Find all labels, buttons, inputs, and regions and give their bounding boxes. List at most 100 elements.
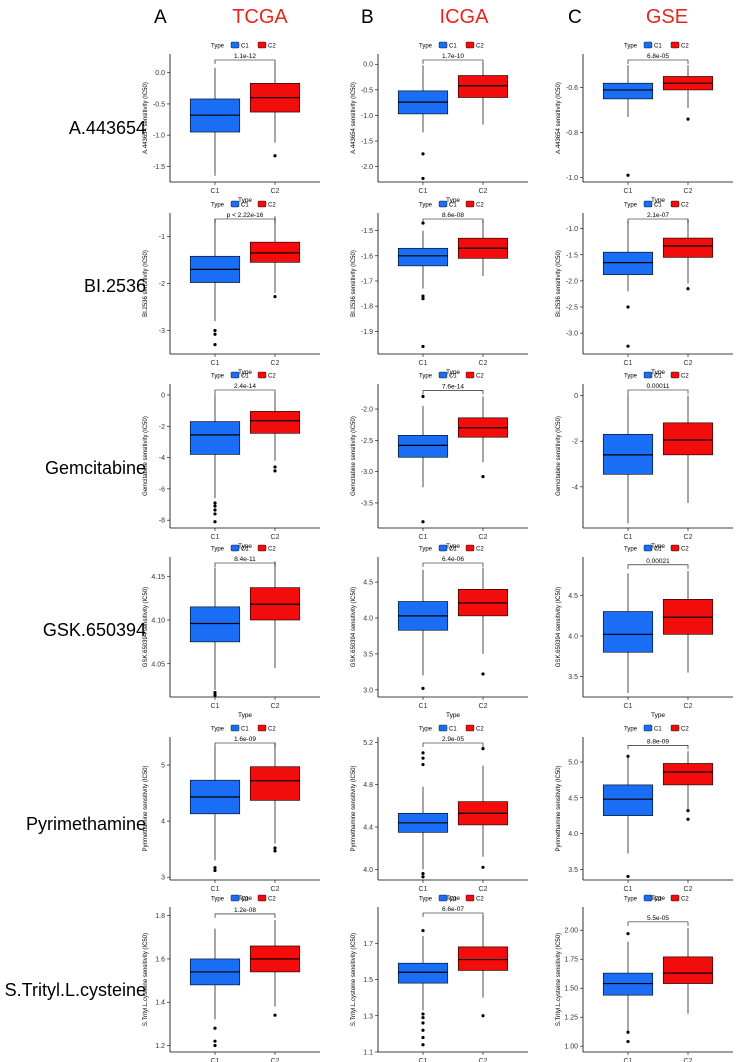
outlier-point — [273, 295, 277, 299]
panel-r5-c1: Type C1 C21.71.51.31.1S.Trityl.L.cysteine … — [351, 894, 528, 1062]
significance-bracket — [214, 913, 276, 918]
legend-title: Type — [624, 727, 638, 733]
legend-title: Type — [211, 203, 225, 209]
x-axis-label: Type — [651, 197, 665, 204]
legend-label: C2 — [681, 547, 689, 553]
y-tick-label: 0 — [574, 393, 578, 400]
legend: Type C1 C2 — [211, 371, 276, 380]
y-tick-label: -0.8 — [566, 130, 578, 137]
legend-swatch-c2 — [465, 894, 475, 902]
legend-title: Type — [624, 547, 638, 553]
significance-bracket — [627, 921, 689, 926]
box-body — [397, 435, 449, 458]
y-tick-label: 4.0 — [363, 616, 373, 623]
box-body — [602, 784, 654, 816]
y-tick-label: 3 — [161, 875, 165, 882]
x-axis-label: Type — [446, 895, 460, 902]
legend-label: C1 — [654, 727, 662, 733]
legend-swatch-c1 — [438, 894, 448, 902]
significance-bracket — [627, 564, 689, 569]
y-tick-label: -3 — [159, 328, 165, 335]
outlier-point — [421, 344, 425, 349]
legend-swatch-c2 — [257, 724, 267, 732]
outlier-point — [421, 762, 425, 767]
significance-bracket — [627, 745, 689, 750]
outlier-point — [481, 1014, 485, 1018]
legend: Type C1 C2 — [624, 894, 689, 903]
x-tick-label: C1 — [419, 534, 428, 541]
panel-r0-c2: Type C1 C2 -0.6 -0.8 -1.0 A.443654 sensitivity… — [556, 41, 733, 204]
x-tick-label: C1 — [624, 703, 633, 710]
panel-r1-c0: Type C1 C2-1-2-3BI.2536 sensitivity (IC50)… — [143, 200, 320, 376]
outlier-point — [213, 328, 217, 333]
legend: Type C1 C2 — [419, 371, 484, 380]
y-tick-label: 1.5 — [363, 977, 373, 984]
legend-title: Type — [419, 374, 433, 380]
y-tick-label: -2 — [572, 439, 578, 446]
x-tick-label: C1 — [211, 1058, 220, 1062]
x-tick-label: C1 — [419, 703, 428, 710]
y-tick-label: -0.6 — [566, 85, 578, 92]
p-value-label: 8.4e-11 — [234, 556, 256, 563]
box-c2 — [249, 216, 301, 299]
box-c1 — [397, 221, 449, 349]
box-c2 — [249, 919, 301, 1017]
x-tick-label: C2 — [479, 886, 488, 893]
box-c2 — [662, 219, 714, 291]
legend-swatch-c2 — [670, 200, 680, 208]
legend: Type C1 C2 — [419, 41, 484, 50]
x-tick-label: C1 — [211, 188, 220, 195]
legend-title: Type — [419, 44, 433, 50]
panel-r1-c1: Type C1 C2-1.5-1.6-1.7-1.8-1.9BI.2536 sens… — [351, 200, 528, 376]
legend: Type C1 C2 — [211, 894, 276, 903]
legend-swatch-c2 — [670, 371, 680, 379]
legend-swatch-c2 — [670, 724, 680, 732]
box-body — [662, 763, 714, 786]
legend-label: C2 — [476, 203, 484, 209]
outlier-point — [213, 691, 217, 695]
y-tick-label: 5.2 — [363, 740, 373, 747]
legend-swatch-c1 — [438, 200, 448, 208]
legend-swatch-c1 — [230, 41, 240, 49]
x-tick-label: C2 — [271, 1058, 280, 1062]
legend-label: C2 — [476, 727, 484, 733]
outlier-point — [421, 1043, 425, 1047]
outlier-point — [213, 504, 217, 508]
legend-swatch-c2 — [670, 894, 680, 902]
box-c2 — [662, 570, 714, 673]
box-c1 — [189, 746, 241, 873]
outlier-point — [421, 221, 425, 225]
x-tick-label: C1 — [419, 886, 428, 893]
box-body — [249, 241, 301, 263]
p-value-label: 2.4e-14 — [234, 383, 256, 390]
box-c1 — [189, 567, 241, 697]
outlier-point — [273, 1013, 277, 1017]
legend-swatch-c1 — [438, 371, 448, 379]
y-tick-label: 0.0 — [363, 62, 373, 69]
legend-label: C1 — [449, 203, 457, 209]
box-body — [602, 82, 654, 100]
y-axis-label: BI.2536 sensitivity (IC50) — [556, 250, 562, 317]
y-axis-label: BI.2536 sensitivity (IC50) — [351, 250, 357, 317]
y-tick-label: -2.5 — [361, 438, 373, 445]
x-tick-label: C2 — [684, 188, 693, 195]
legend-label: C2 — [268, 897, 276, 903]
box-c2 — [249, 393, 301, 473]
panel-r0-c0: Type C1 C2 0.0 -0.5 -1.0 -1.5 A.443654 sensitiv… — [143, 41, 320, 204]
box-body — [662, 956, 714, 984]
outlier-point — [273, 849, 277, 853]
y-tick-label: 4.05 — [151, 661, 165, 668]
box-c2 — [457, 220, 509, 276]
outlier-point — [273, 154, 277, 158]
y-tick-label: -0.5 — [153, 101, 165, 108]
legend-label: C1 — [241, 44, 249, 50]
legend-swatch-c1 — [230, 894, 240, 902]
x-tick-label: C2 — [271, 886, 280, 893]
y-axis-label: Pyrimethamine sensitivity (IC50) — [143, 765, 149, 851]
x-tick-label: C1 — [624, 1058, 633, 1062]
box-body — [249, 766, 301, 801]
y-tick-label: -1.0 — [153, 133, 165, 140]
legend-swatch-c1 — [643, 544, 653, 552]
y-tick-label: -1.7 — [361, 278, 373, 285]
